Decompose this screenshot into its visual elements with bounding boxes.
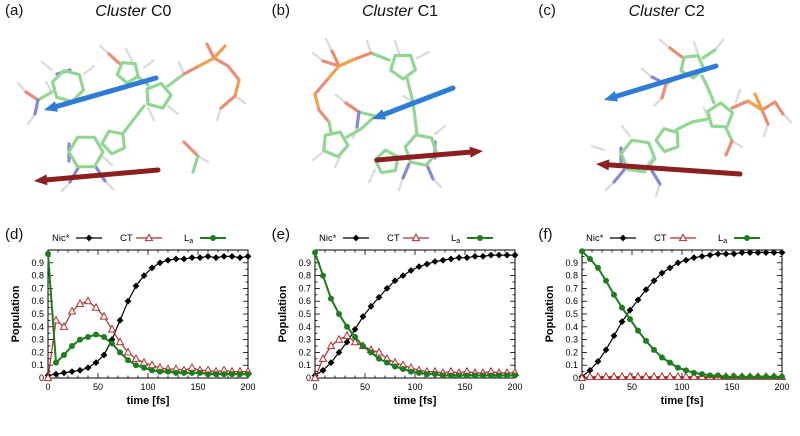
svg-text:Nic*: Nic* [319,233,337,244]
svg-text:50: 50 [93,382,103,392]
panel-label-f: (f) [538,226,553,243]
svg-text:0.5: 0.5 [565,309,578,319]
svg-text:0: 0 [306,373,311,383]
panel-title-code: C1 [417,3,439,20]
svg-text:200: 200 [507,382,522,392]
bottom-row: (d) 0 50 100 150 200 0 0.1 0.2 0.3 0.4 0.5 0.6 0.7 0.… [0,220,800,436]
svg-text:200: 200 [241,382,256,392]
svg-text:Nic*: Nic* [52,233,70,244]
svg-text:0.3: 0.3 [298,335,311,345]
svg-text:150: 150 [191,382,206,392]
population-chart-c1: 0 50 100 150 200 0 0.1 0.2 0.3 0.4 0.5 0.6 0.7 0.8 0.9… [277,233,523,407]
svg-text:50: 50 [627,382,637,392]
svg-text:0.6: 0.6 [565,296,578,306]
svg-text:0.5: 0.5 [298,309,311,319]
svg-text:CT: CT [120,233,133,244]
panel-title-a: Cluster C0 [0,0,267,24]
top-row: (a) Cluster C0 (b) Cluster C1 (c) Cluster C… [0,0,800,220]
panel-title-c: Cluster C2 [533,0,800,24]
panel-label-e: (e) [271,226,291,243]
svg-text:0.7: 0.7 [565,283,578,293]
molecule-structure-c1 [311,37,483,192]
panel-c: (c) Cluster C2 [533,0,800,220]
panel-title-code: C2 [684,3,705,20]
panel-a: (a) Cluster C0 [0,0,267,220]
svg-text:time [fs]: time [fs] [127,395,170,407]
population-chart-c2: 0 50 100 150 200 0 0.1 0.2 0.3 0.4 0.5 0.6 0.7 0.8 0.9… [544,233,790,407]
svg-text:0.9: 0.9 [298,258,311,268]
svg-text:150: 150 [724,382,739,392]
svg-text:0.2: 0.2 [565,347,578,357]
panel-title-word: Cluster [361,3,413,20]
panel-label-d: (d) [5,226,24,243]
svg-text:0.7: 0.7 [298,283,311,293]
svg-text:Population: Population [10,285,22,342]
svg-text:0.6: 0.6 [298,296,311,306]
svg-text:0.4: 0.4 [565,322,578,332]
panel-d: (d) 0 50 100 150 200 0 0.1 0.2 0.3 0.4 0.5 0.6 0.7 0.… [0,220,267,436]
svg-text:100: 100 [674,382,689,392]
panel-title-word: Cluster [95,3,146,20]
population-chart-c0: 0 50 100 150 200 0 0.1 0.2 0.3 0.4 0.5 0.6 0.7 0.8 0.9… [10,233,256,407]
svg-text:0: 0 [46,382,51,392]
panel-label-b: (b) [271,2,291,19]
molecule-structure-c0 [17,42,247,193]
svg-text:0.3: 0.3 [565,335,578,345]
svg-text:Population: Population [277,285,289,342]
svg-text:time [fs]: time [fs] [660,395,703,407]
panel-title-word: Cluster [628,3,680,20]
svg-text:0.9: 0.9 [565,258,578,268]
svg-text:0: 0 [573,373,578,383]
svg-text:0.5: 0.5 [32,309,45,319]
molecule-structure-c2 [590,38,792,198]
svg-text:CT: CT [387,233,400,244]
svg-text:100: 100 [141,382,156,392]
panel-f: (f) 0 50 100 150 200 0 0.1 0.2 0.3 0.4 0.5 0.6 0.7 0.… [533,220,800,436]
svg-text:0.7: 0.7 [32,283,45,293]
panel-title-b: Cluster C1 [267,0,534,24]
panel-label-a: (a) [5,2,24,19]
svg-text:0.8: 0.8 [32,271,45,281]
svg-text:0.4: 0.4 [32,322,45,332]
svg-text:CT: CT [654,233,667,244]
svg-text:La: La [451,233,460,245]
svg-text:50: 50 [360,382,370,392]
svg-text:0.3: 0.3 [32,335,45,345]
svg-text:0.1: 0.1 [32,360,45,370]
panel-e: (e) 0 50 100 150 200 0 0.1 0.2 0.3 0.4 0.5 0.6 0.7 0.… [267,220,534,436]
svg-text:0.2: 0.2 [298,347,311,357]
svg-text:Nic*: Nic* [586,233,604,244]
svg-text:0.1: 0.1 [565,360,578,370]
svg-text:0.9: 0.9 [32,258,45,268]
svg-text:0.8: 0.8 [298,271,311,281]
panel-b: (b) Cluster C1 [267,0,534,220]
panel-title-code: C0 [150,3,172,20]
svg-text:0.4: 0.4 [298,322,311,332]
svg-text:La: La [718,233,727,245]
svg-text:0.2: 0.2 [32,347,45,357]
svg-text:0.6: 0.6 [32,296,45,306]
svg-text:La: La [184,233,193,245]
svg-text:100: 100 [407,382,422,392]
svg-text:0: 0 [312,382,317,392]
svg-text:0: 0 [579,382,584,392]
svg-text:0: 0 [39,373,44,383]
svg-text:150: 150 [457,382,472,392]
svg-text:0.8: 0.8 [565,271,578,281]
svg-text:0.1: 0.1 [298,360,311,370]
svg-text:200: 200 [774,382,789,392]
svg-text:time [fs]: time [fs] [394,395,437,407]
svg-text:Population: Population [544,285,556,342]
panel-label-c: (c) [538,2,556,19]
